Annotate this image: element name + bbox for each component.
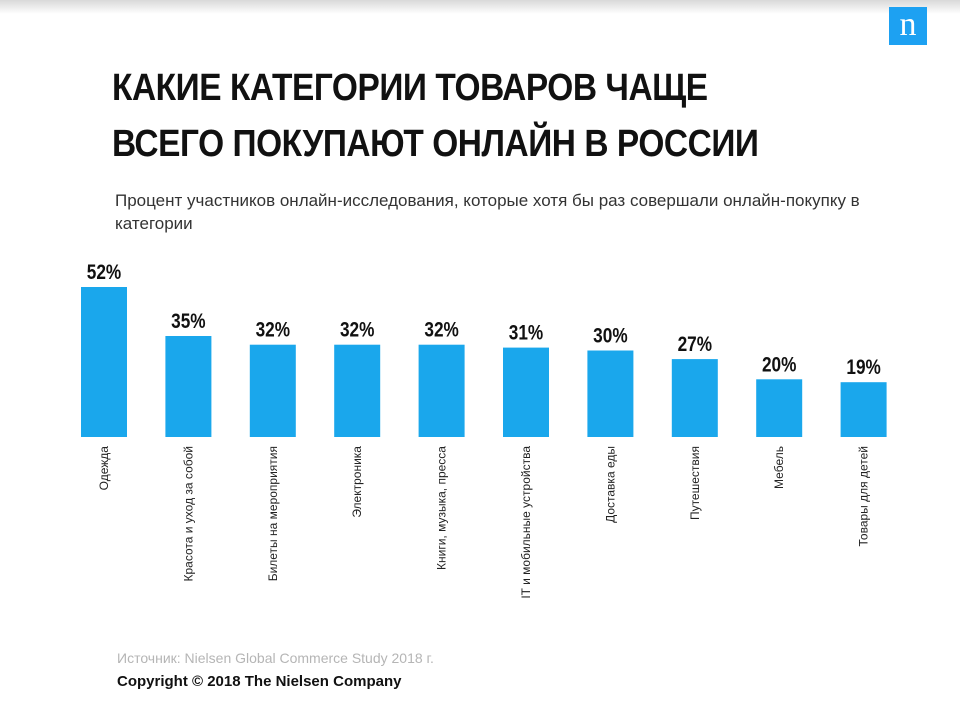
bar-3: [249, 344, 296, 437]
category-label-2: Красота и уход за собой: [181, 446, 195, 581]
top-shadow: [0, 0, 960, 14]
data-label-7: 30%: [593, 325, 627, 348]
bar-7: [587, 350, 634, 437]
data-label-9: 20%: [762, 354, 796, 377]
data-label-1: 52%: [87, 262, 121, 285]
category-label-3: Билеты на мероприятия: [266, 446, 280, 581]
data-label-2: 35%: [171, 311, 205, 334]
data-label-5: 32%: [424, 319, 458, 342]
bar-1: [81, 287, 127, 437]
data-label-8: 27%: [678, 334, 712, 357]
data-label-4: 32%: [340, 319, 374, 342]
chart-title: КАКИЕ КАТЕГОРИИ ТОВАРОВ ЧАЩЕ ВСЕГО ПОКУП…: [112, 67, 759, 165]
bar-4: [334, 344, 381, 437]
bar-8: [671, 359, 718, 437]
category-label-10: Товары для детей: [857, 446, 871, 546]
data-label-10: 19%: [846, 357, 880, 380]
nielsen-logo: n: [889, 7, 927, 45]
copyright-note: Copyright © 2018 The Nielsen Company: [117, 673, 402, 690]
category-label-4: Электроника: [350, 446, 364, 518]
bar-9: [756, 379, 803, 437]
category-label-7: Доставка еды: [603, 446, 617, 523]
bar-2: [165, 336, 212, 437]
chart-subtitle: Процент участников онлайн-исследования, …: [115, 191, 860, 233]
category-label-8: Путешествия: [688, 446, 702, 520]
category-label-6: IT и мобильные устройства: [519, 446, 533, 599]
category-label-9: Мебель: [772, 446, 786, 489]
bar-10: [840, 382, 887, 437]
bar-6: [503, 347, 549, 437]
category-label-5: Книги, музыка, пресса: [435, 446, 449, 570]
category-label-1: Одежда: [97, 446, 111, 491]
source-note: Источник: Nielsen Global Commerce Study …: [117, 650, 434, 666]
data-label-3: 32%: [256, 319, 290, 342]
bar-5: [418, 344, 465, 437]
data-label-6: 31%: [509, 322, 543, 345]
